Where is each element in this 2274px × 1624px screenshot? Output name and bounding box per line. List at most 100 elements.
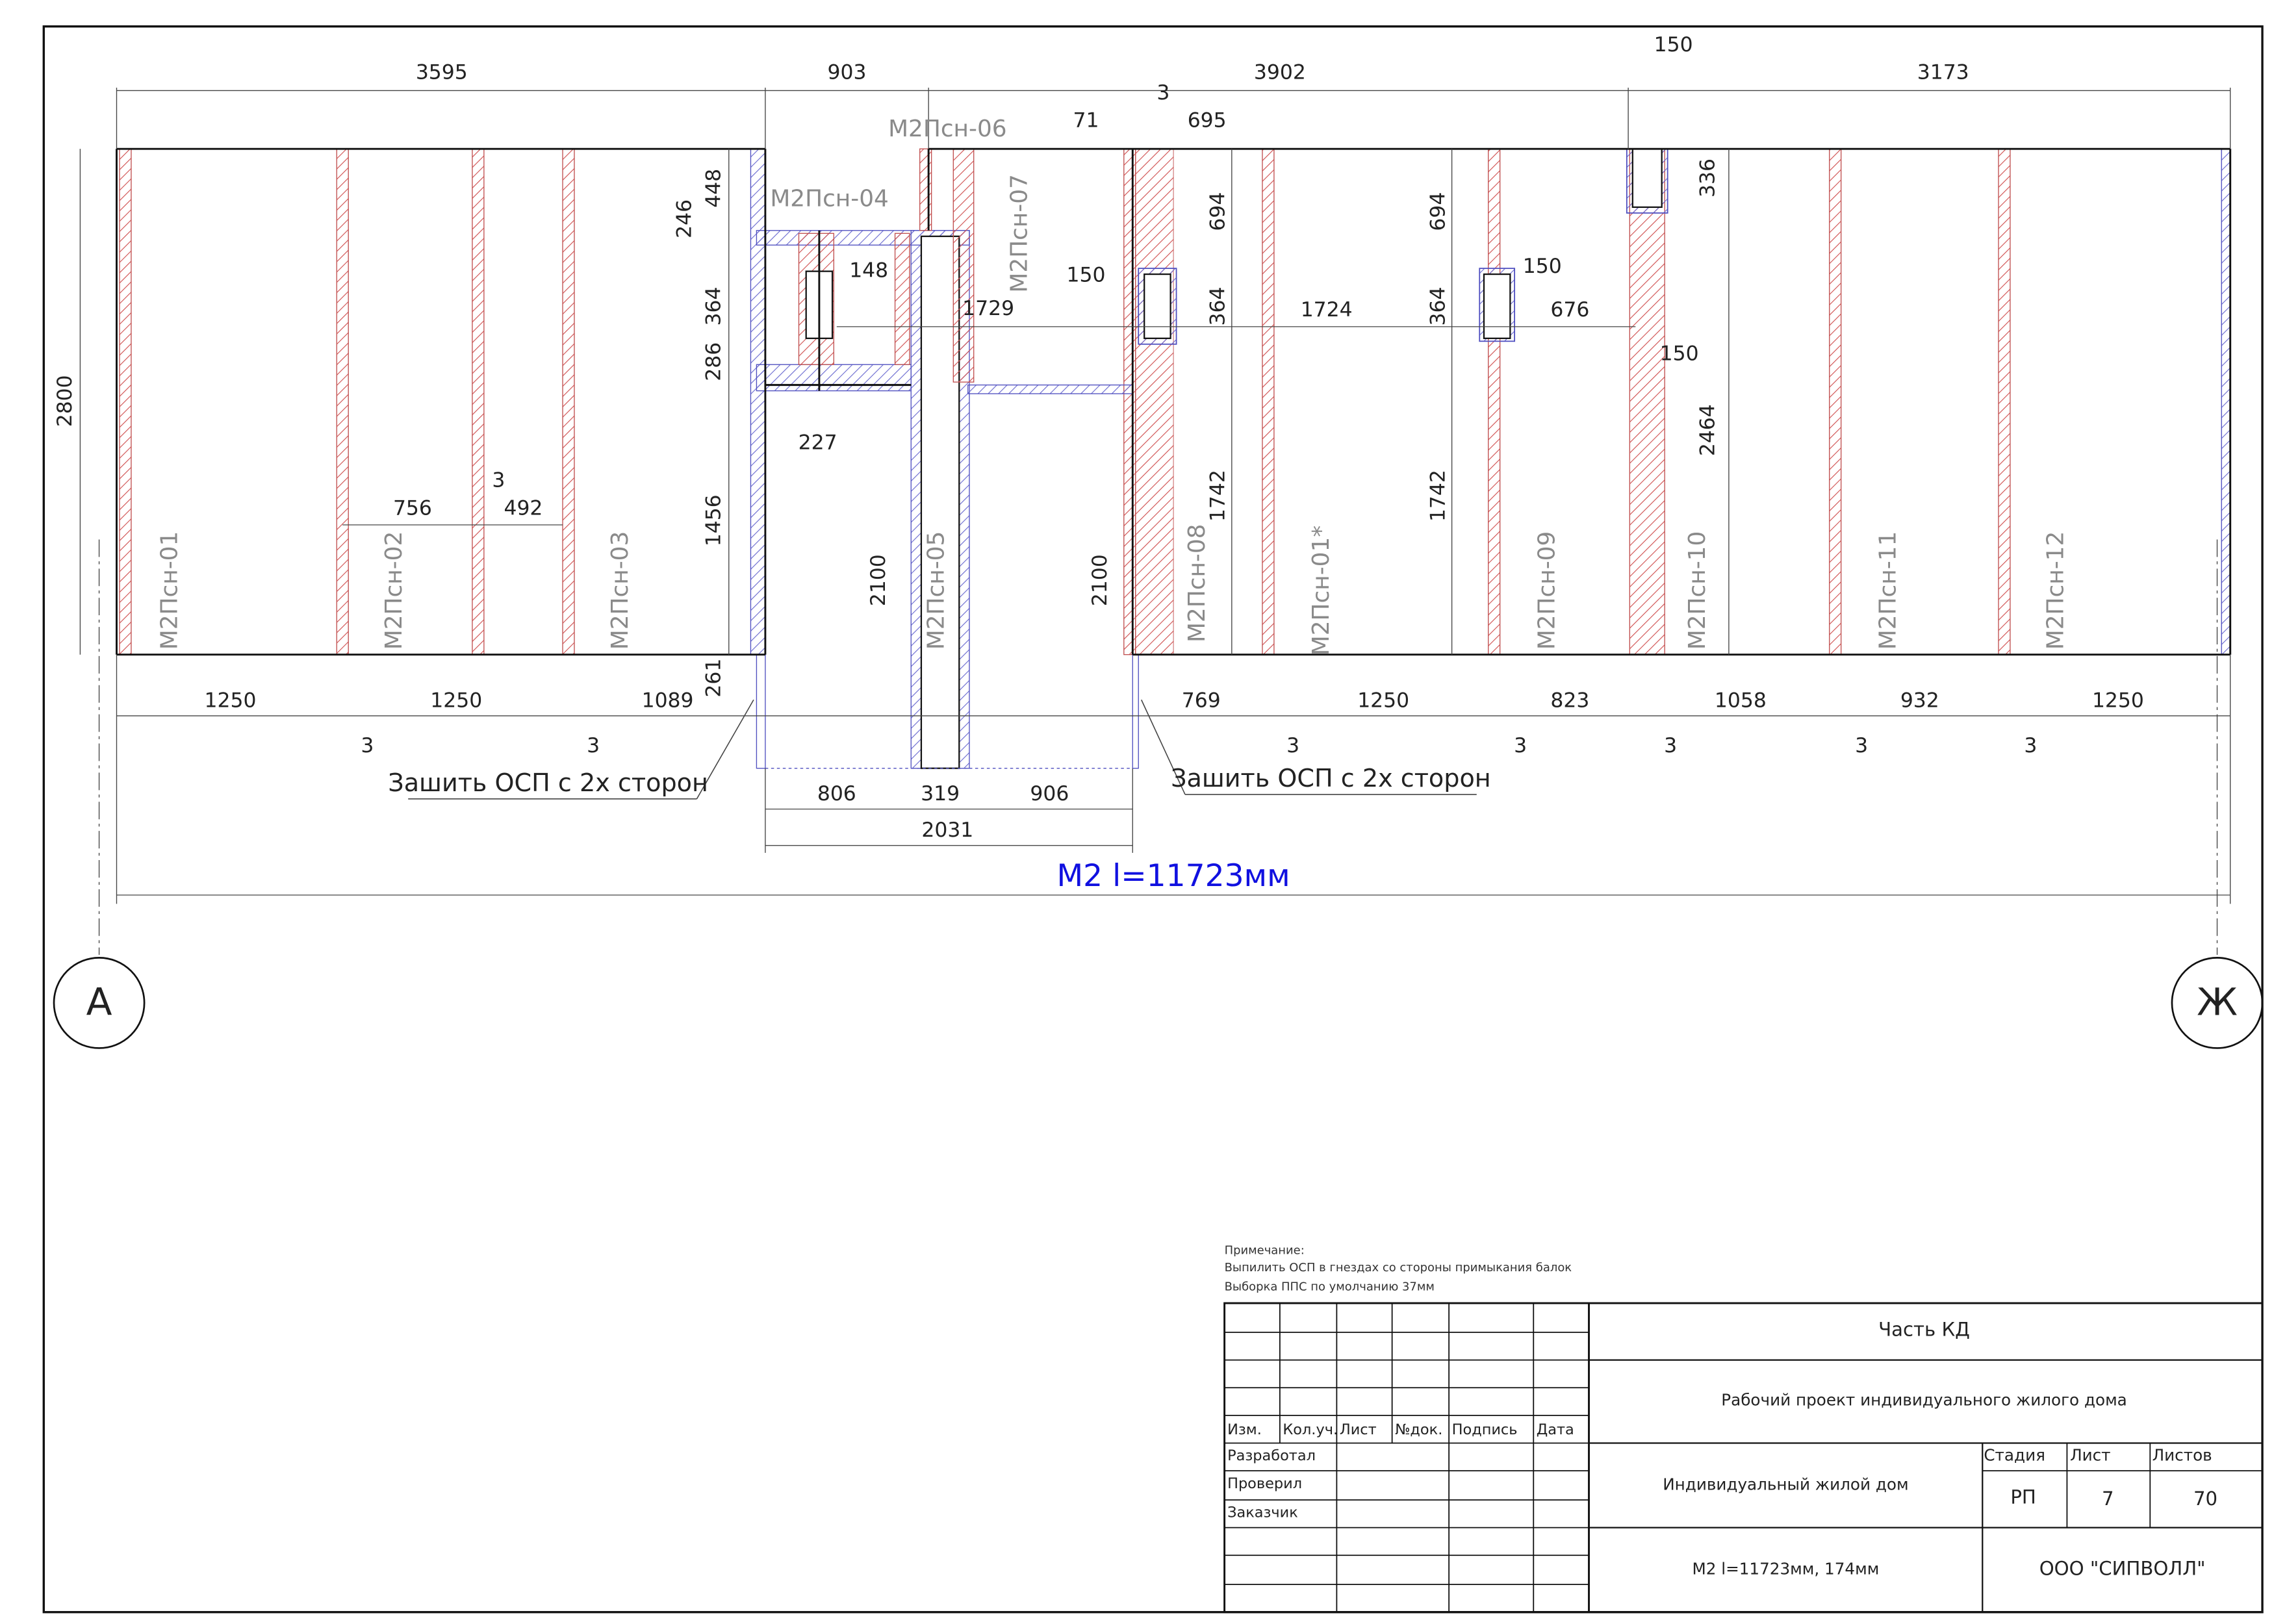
- wall-label: М2 l=11723мм: [1057, 858, 1290, 894]
- dimension-label: 1456: [702, 494, 725, 546]
- dimension-label: 903: [828, 60, 867, 84]
- tb-role: Заказчик: [1227, 1504, 1298, 1521]
- stud: [1262, 148, 1275, 655]
- tb-header: Дата: [1537, 1421, 1574, 1438]
- stud: [1629, 148, 1665, 655]
- panel-label: М2Псн-01: [156, 531, 183, 650]
- stud: [119, 148, 132, 655]
- dimension-label: 2031: [921, 818, 973, 842]
- tb-text: Лист: [2070, 1446, 2110, 1465]
- dimension-label: 1724: [1301, 298, 1353, 322]
- dimension-label: 932: [1900, 689, 1939, 712]
- callout: Зашить ОСП с 2х сторон: [388, 768, 708, 797]
- dimension-label: 448: [702, 169, 725, 208]
- dimension-label: 3: [1286, 734, 1299, 757]
- panel-label: М2Псн-07: [1006, 174, 1033, 293]
- tb-text: Рабочий проект индивидуального жилого до…: [1721, 1390, 2127, 1409]
- dimension-label: 769: [1182, 689, 1221, 712]
- edge: [1132, 654, 1139, 769]
- dimension-label: 694: [1426, 192, 1450, 231]
- panel-label: М2Псн-12: [2043, 531, 2069, 650]
- dimension-label: 823: [1550, 689, 1589, 712]
- tb-text: Часть КД: [1878, 1319, 1970, 1341]
- tb-role: Разработал: [1227, 1447, 1316, 1464]
- box-inner: [1631, 148, 1663, 209]
- dimension-label: 1058: [1715, 689, 1767, 712]
- post-inner: [920, 235, 960, 769]
- panel-label: М2Псн-03: [607, 531, 633, 650]
- dimension-label: 71: [1073, 109, 1099, 133]
- dimension-label: 364: [702, 286, 725, 325]
- tb-text: 70: [2193, 1488, 2217, 1510]
- axis-label: Ж: [2197, 980, 2238, 1024]
- tb-role: Проверил: [1227, 1475, 1302, 1492]
- panel-label: М2Псн-09: [1534, 531, 1561, 650]
- dimension-label: 3: [2024, 734, 2037, 757]
- stud: [562, 148, 575, 655]
- dimension-label: 261: [702, 659, 725, 698]
- tb-header: Изм.: [1227, 1421, 1262, 1438]
- panel-label: М2Псн-10: [1684, 531, 1711, 650]
- dimension-label: 150: [1660, 342, 1699, 366]
- dimension-label: 3: [1514, 734, 1527, 757]
- dimension-label: 2100: [1088, 554, 1112, 606]
- tb-header: №док.: [1395, 1421, 1442, 1438]
- dimension-label: 2100: [867, 554, 890, 606]
- stud: [894, 233, 910, 365]
- lintel: [967, 384, 1133, 394]
- dimension-label: 906: [1030, 782, 1069, 806]
- tb-header: Лист: [1340, 1421, 1377, 1438]
- tb-text: РП: [2010, 1486, 2036, 1508]
- tb-header: Подпись: [1452, 1421, 1518, 1438]
- dimension-label: 246: [672, 199, 696, 238]
- dimension-label: 492: [504, 496, 543, 520]
- dimension-label: 806: [817, 782, 856, 806]
- stud: [1998, 148, 2011, 655]
- axis-marker: [2171, 957, 2264, 1049]
- dimension-label: 286: [702, 342, 725, 381]
- dimension-label: 2800: [53, 375, 77, 427]
- sheet-frame: [42, 25, 2264, 1614]
- dimension-label: 227: [798, 431, 837, 454]
- dimension-label: 694: [1207, 192, 1230, 231]
- panel-label: М2Псн-11: [1875, 531, 1902, 650]
- stud: [919, 148, 932, 231]
- dimension-label: 3: [361, 734, 374, 757]
- leader: [1141, 699, 1186, 795]
- note: Выпилить ОСП в гнездах со стороны примык…: [1225, 1261, 1572, 1275]
- stud: [952, 148, 975, 383]
- axis-label: А: [86, 980, 112, 1024]
- tb-text: ООО "СИПВОЛЛ": [2039, 1558, 2206, 1580]
- dimension-label: 1742: [1426, 470, 1450, 522]
- axis-marker: [53, 957, 146, 1049]
- title-block: [1223, 1302, 2264, 1614]
- panel-label: М2Псн-06: [888, 116, 1007, 142]
- dimension-label: 3173: [1917, 60, 1969, 84]
- callout: Зашить ОСП с 2х сторон: [1171, 764, 1491, 793]
- dimension-label: 3: [1855, 734, 1868, 757]
- note: Выборка ППС по умолчанию 37мм: [1225, 1280, 1435, 1293]
- dimension-label: 3: [492, 469, 505, 492]
- dimension-label: 1729: [962, 297, 1014, 320]
- stud: [1135, 148, 1174, 655]
- panel-label: М2Псн-01*: [1308, 526, 1335, 655]
- dimension-label: 1250: [2092, 689, 2144, 712]
- dimension-label: 756: [393, 496, 432, 520]
- dimension-label: 676: [1550, 298, 1589, 322]
- stud: [1829, 148, 1842, 655]
- tb-text: Стадия: [1984, 1446, 2045, 1465]
- dimension-label: 1250: [430, 689, 482, 712]
- note: Примечание:: [1225, 1243, 1305, 1257]
- stud: [472, 148, 485, 655]
- dimension-label: 3595: [416, 60, 468, 84]
- dimension-label: 1089: [642, 689, 694, 712]
- dimension-label: 2464: [1696, 404, 1719, 456]
- panel-label: М2Псн-05: [923, 531, 950, 650]
- dimension-label: 364: [1426, 286, 1450, 325]
- dimension-label: 319: [921, 782, 960, 806]
- dimension-label: 150: [1654, 33, 1693, 57]
- stud: [1488, 148, 1501, 655]
